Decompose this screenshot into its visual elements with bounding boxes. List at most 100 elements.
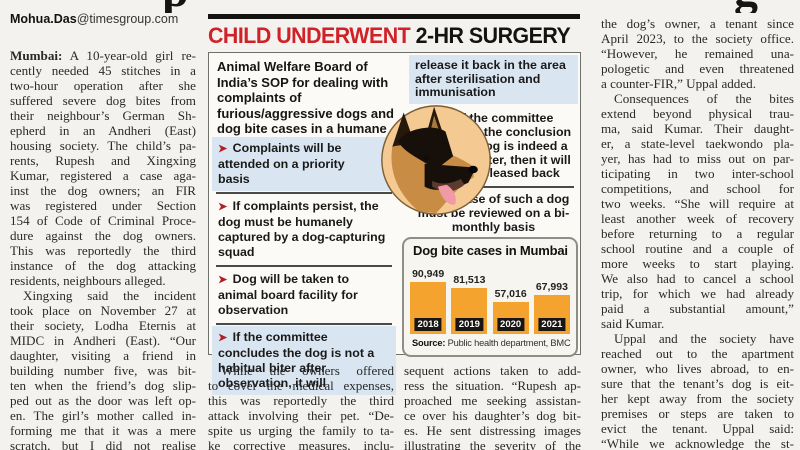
item-divider — [413, 185, 574, 188]
bar: 2019 — [451, 288, 488, 334]
bar: 2020 — [492, 302, 529, 334]
body-line: reached out to the apartment — [601, 346, 794, 361]
sop-item: ➤ If the committee concludes the dog is … — [212, 326, 396, 395]
chart-bar-group: 57,016 2020 — [492, 288, 529, 334]
arrow-icon: ➤ — [218, 274, 228, 286]
chart-bar-group: 90,949 2018 — [410, 268, 447, 334]
body-line: ce over his daughter’s dog bit- — [404, 408, 581, 423]
chart-source-label: Source: — [412, 338, 446, 348]
body-line: sequent actions taken to add- — [404, 363, 581, 378]
body-line: trip, for which we had already — [601, 286, 794, 301]
bar-year-label: 2020 — [497, 318, 525, 331]
body-line: April 2023, to the society office. — [601, 31, 794, 46]
body-line: owner, who lives abroad, to en- — [601, 361, 794, 376]
body-line: “However, he remained una- — [601, 46, 794, 61]
mid-column-1: While the owners offered to cover the med… — [208, 363, 394, 450]
body-line: en. The girl’s mother called in- — [10, 408, 196, 423]
bar-value-label: 90,949 — [412, 268, 445, 280]
bar-year-label: 2018 — [414, 318, 442, 331]
dog-bite-chart: Dog bite cases in Mumbai 90,949 2018 81,51… — [402, 237, 578, 357]
bar-year-label: 2021 — [538, 318, 566, 331]
item-divider — [216, 265, 392, 267]
body-line: extend beyond physical trau- — [601, 106, 794, 121]
body-line: daughter, visiting a friend in — [10, 348, 196, 363]
top-rule — [208, 14, 580, 19]
body-line: paid a substantial amount,” — [601, 301, 794, 316]
body-line: attack involving their pet. “De- — [208, 408, 394, 423]
byline-email-suffix: @timesgroup.com — [76, 12, 179, 26]
body-line: MIDC in Andheri (East). “Our — [10, 333, 196, 348]
body-line: ticipating in two inter-school — [601, 166, 794, 181]
body-line: proached me seeking assistan- — [404, 393, 581, 408]
body-line: instance of the dog attacking — [10, 258, 196, 273]
body-line: illustrating the severity of the — [404, 438, 581, 450]
infographic-box: Animal Welfare Board of India’s SOP for … — [208, 52, 581, 395]
body-line: dure against the dog owners. — [10, 228, 196, 243]
body-line: Uppal and the society have — [614, 331, 794, 346]
chart-bar-group: 67,993 2021 — [533, 281, 570, 334]
dog-illustration — [379, 103, 493, 217]
body-line: 154 of Code of Criminal Proce- — [10, 213, 196, 228]
bar-year-label: 2019 — [455, 318, 483, 331]
body-line: ke corrective measures, inclu- — [208, 438, 394, 450]
sop-item: ➤ If complaints persist, the dog must be… — [212, 195, 396, 264]
bar: 2021 — [533, 295, 570, 334]
arrow-icon: ➤ — [218, 332, 228, 344]
body-line: Mumbai: A 10-year-old girl re- — [10, 48, 196, 63]
body-line: competitions, and school for — [601, 181, 794, 196]
sop-item: release it back in the area after steril… — [409, 55, 578, 104]
sop-item-text: release it back in the area after steril… — [415, 58, 566, 100]
chart-title: Dog bite cases in Mumbai — [413, 243, 568, 258]
headline-fragment: p — [162, 0, 189, 13]
sop-item-text: If the committee concludes the dog is no… — [218, 330, 375, 390]
body-line: housing society. The child’s pa- — [10, 138, 196, 153]
body-line: two weeks. “She will require at — [601, 196, 794, 211]
body-line: school routine and a couple of — [601, 241, 794, 256]
body-line: forming me that it was a mere — [10, 423, 196, 438]
body-line: a counter-FIR,” Uppal added. — [601, 76, 756, 91]
body-line: sure that the tenant’s dog is eit- — [601, 376, 794, 391]
body-line: took place on November 27 at — [10, 303, 196, 318]
infographic-title-black: 2-HR SURGERY — [410, 23, 571, 48]
infographic-title: CHILD UNDERWENT 2-HR SURGERY — [208, 23, 571, 49]
body-line: cently needed 45 stitches in a — [10, 63, 196, 78]
body-line: While the owners offered — [221, 363, 394, 378]
infographic-title-red: CHILD UNDERWENT — [208, 23, 411, 48]
right-column: the dog’s owner, a tenant since April 202… — [601, 16, 794, 450]
body-line: suffered severe dog bites from — [10, 93, 196, 108]
body-line: Consequences of the bites — [614, 91, 794, 106]
german-shepherd-icon — [381, 105, 491, 215]
body-line: This was reportedly the third — [10, 243, 196, 258]
sop-item-text: Dog will be taken to animal board facili… — [218, 272, 358, 317]
body-line: ress the situation. “Rupesh ap- — [404, 378, 581, 393]
body-line: rents, Rupesh and Xingxing — [10, 153, 196, 168]
body-line: scratch, but I did not realise — [10, 438, 196, 450]
sop-item-text: If complaints persist, the dog must be h… — [218, 199, 386, 259]
body-line: more weeks to start playing. — [601, 256, 794, 271]
body-line: was registered under Section — [10, 198, 196, 213]
sop-item: ➤ Dog will be taken to animal board faci… — [212, 268, 396, 322]
body-line: Xingxing said the incident — [23, 288, 196, 303]
bar-value-label: 57,016 — [494, 288, 527, 300]
body-line: least another week of recovery — [601, 211, 794, 226]
arrow-icon: ➤ — [218, 143, 228, 155]
body-line: premises or steps are taken to — [601, 406, 794, 421]
item-divider — [216, 323, 392, 325]
infographic: CHILD UNDERWENT 2-HR SURGERY Animal Welf… — [208, 14, 582, 395]
body-line: ma, said Kumar. Their daught- — [601, 121, 794, 136]
mid-column-2: sequent actions taken to add-ress the si… — [404, 363, 581, 450]
body-line: yer, has had to miss out on par- — [601, 151, 794, 166]
body-line: Kumar, registered a case aga- — [10, 168, 196, 183]
chart-source: Source: Public health department, BMC — [404, 334, 576, 348]
sop-items-left: ➤ Complaints will be attended on a prior… — [212, 137, 396, 395]
body-line: this was reportedly the third — [208, 393, 394, 408]
bar-value-label: 81,513 — [453, 274, 486, 286]
body-line: es. He sent distressing images — [404, 423, 581, 438]
body-line: ten when the friend’s dog slip- — [10, 378, 196, 393]
item-divider — [216, 192, 392, 194]
body-line: the dog’s owner, a tenant since — [601, 16, 794, 31]
chart-bars: 90,949 2018 81,513 2019 57,016 2020 67,993 2021 — [404, 258, 576, 334]
headline-fragment: g — [734, 0, 758, 13]
byline-author: Mohua.Das — [10, 12, 77, 26]
